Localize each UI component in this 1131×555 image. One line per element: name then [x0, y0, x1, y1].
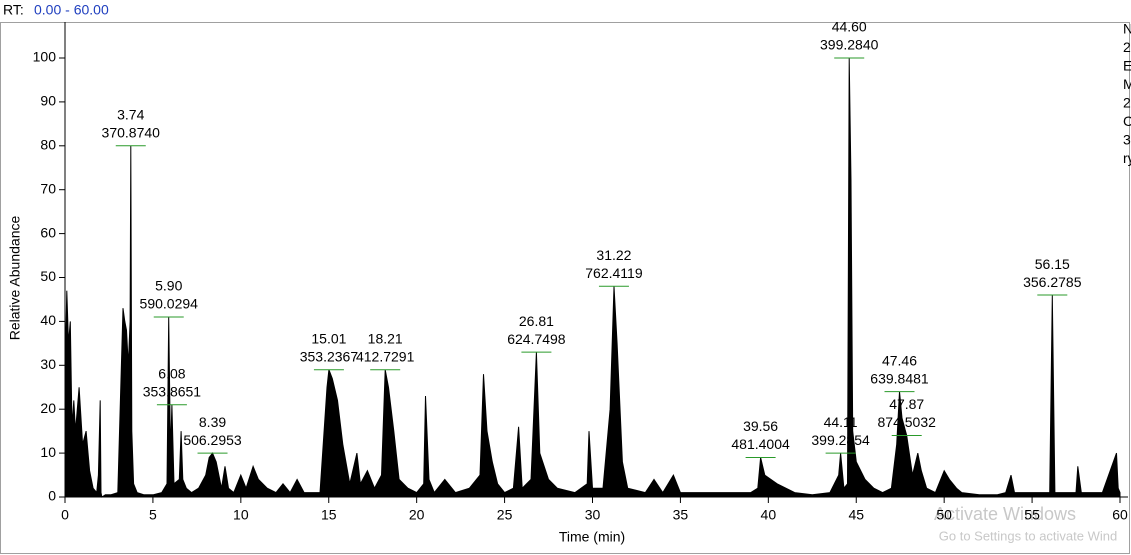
peak-time: 39.56: [743, 418, 778, 434]
watermark-subtitle: Go to Settings to activate Wind: [939, 528, 1117, 543]
side-text: C: [1123, 113, 1131, 129]
side-text: 2: [1123, 39, 1131, 55]
y-tick-label: 80: [40, 137, 56, 153]
peak-time: 5.90: [155, 278, 182, 294]
peak-time: 44.11: [824, 414, 858, 430]
x-tick-label: 40: [761, 507, 777, 523]
peak-time: 56.15: [1035, 256, 1070, 272]
x-tick-label: 15: [321, 507, 337, 523]
peak-time: 15.01: [311, 330, 346, 346]
peak-time: 6.08: [158, 366, 185, 382]
peak-mass: 353.2367: [300, 348, 359, 364]
peak-mass: 399.2840: [820, 37, 879, 53]
peak-time: 8.39: [199, 414, 226, 430]
side-text: N: [1123, 21, 1131, 37]
side-text: E: [1123, 58, 1131, 74]
rt-label: RT:: [3, 2, 24, 18]
y-tick-label: 20: [40, 400, 56, 416]
rt-range: 0.00 - 60.00: [34, 2, 109, 18]
peak-mass: 412.7291: [356, 348, 415, 364]
x-tick-label: 0: [61, 507, 69, 523]
watermark-title: Activate Windows: [934, 504, 1076, 524]
x-tick-label: 55: [1024, 507, 1040, 523]
peak-mass: 624.7498: [507, 331, 566, 347]
peak-time: 3.74: [117, 107, 144, 123]
peak-mass: 506.2953: [183, 432, 242, 448]
peak-mass: 399.2854: [811, 432, 870, 448]
y-tick-label: 30: [40, 356, 56, 372]
x-tick-label: 20: [409, 507, 425, 523]
y-tick-label: 100: [33, 49, 57, 65]
peak-mass: 874.5032: [878, 414, 937, 430]
x-tick-label: 25: [497, 507, 513, 523]
peak-mass: 639.8481: [870, 370, 929, 386]
side-text: M: [1123, 76, 1131, 92]
side-text: ry: [1123, 150, 1131, 166]
y-axis-title: Relative Abundance: [7, 216, 23, 341]
side-text: 2: [1123, 95, 1131, 111]
trace-area: [64, 57, 1121, 498]
x-tick-label: 35: [673, 507, 689, 523]
x-tick-label: 5: [149, 507, 157, 523]
y-tick-label: 70: [40, 180, 56, 196]
x-tick-label: 30: [585, 507, 601, 523]
peak-mass: 370.8740: [102, 125, 161, 141]
x-tick-label: 45: [848, 507, 864, 523]
peak-mass: 590.0294: [140, 296, 199, 312]
y-tick-label: 10: [40, 444, 56, 460]
x-axis-title: Time (min): [559, 529, 625, 545]
peak-mass: 353.8651: [143, 384, 202, 400]
y-tick-label: 0: [48, 488, 56, 504]
peak-time: 26.81: [519, 313, 554, 329]
y-tick-label: 40: [40, 312, 56, 328]
peak-mass: 762.4119: [585, 265, 643, 281]
peak-time: 47.46: [882, 352, 917, 368]
peak-mass: 356.2785: [1023, 274, 1082, 290]
peak-time: 31.22: [596, 247, 631, 263]
peak-time: 18.21: [368, 330, 403, 346]
peak-time: 44.60: [832, 19, 867, 35]
x-tick-label: 60: [1112, 507, 1128, 523]
x-tick-label: 10: [233, 507, 249, 523]
y-tick-label: 90: [40, 93, 56, 109]
y-tick-label: 50: [40, 268, 56, 284]
x-tick-label: 50: [936, 507, 952, 523]
peak-time: 47.87: [889, 396, 924, 412]
side-text: 3: [1123, 132, 1131, 148]
peak-mass: 481.4004: [731, 436, 790, 452]
y-tick-label: 60: [40, 224, 56, 240]
panel-border: [0, 22, 1130, 554]
